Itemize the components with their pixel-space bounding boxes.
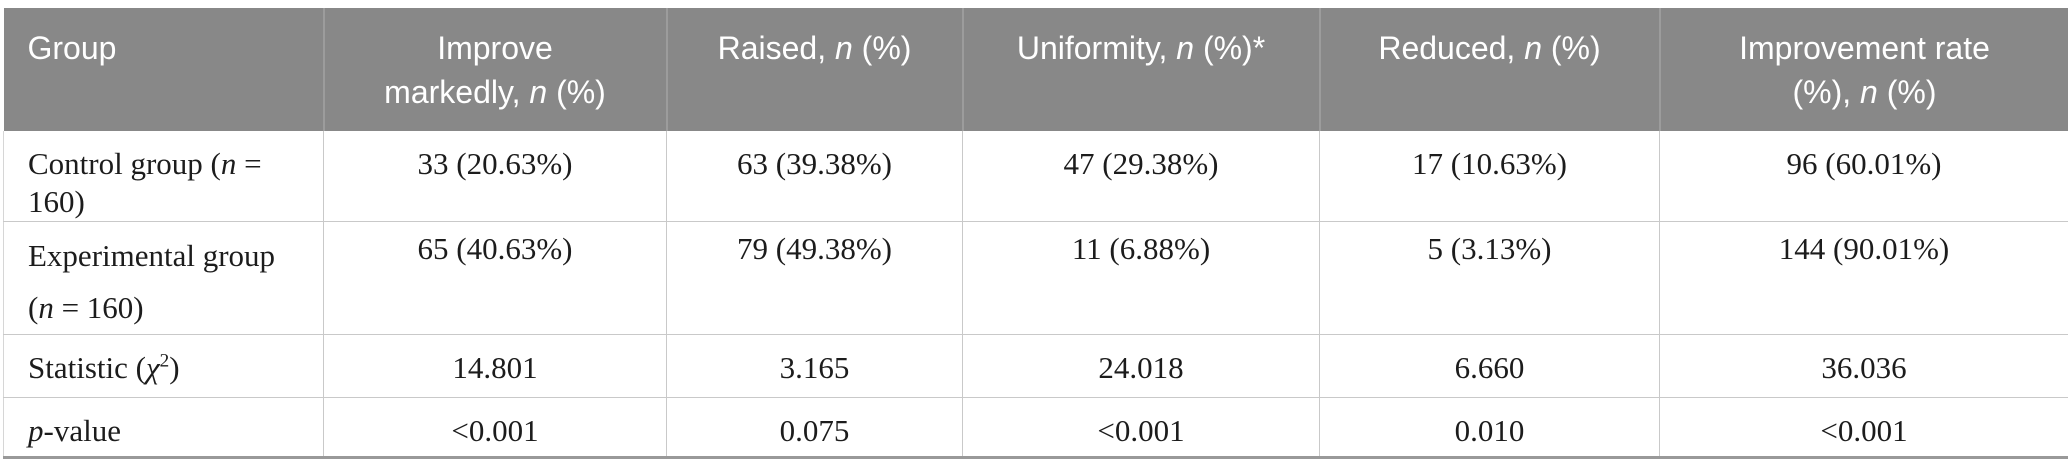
header-improve-line2: markedly, bbox=[384, 74, 530, 110]
cell-experimental-improve: 65 (40.63%) bbox=[323, 221, 667, 335]
control-label-post: = 160) bbox=[28, 146, 262, 219]
header-uniformity-pre: Uniformity, bbox=[1016, 30, 1177, 66]
header-raised: Raised, n (%) bbox=[666, 8, 964, 131]
header-reduced-post: (%) bbox=[1542, 30, 1601, 66]
row-experimental-group: Experimental group (n = 160) 65 (40.63%)… bbox=[3, 221, 2068, 335]
header-raised-post: (%) bbox=[852, 30, 912, 66]
cell-statistic-label: Statistic (χ2) bbox=[3, 334, 324, 398]
cell-experimental-reduced: 5 (3.13%) bbox=[1319, 221, 1660, 335]
row-p-value: p-value <0.001 0.075 <0.001 0.010 <0.001 bbox=[3, 397, 2068, 459]
cell-pvalue-label: p-value bbox=[3, 397, 324, 459]
header-reduced-pre: Reduced, bbox=[1378, 30, 1525, 66]
experimental-label-line2-post: = 160) bbox=[53, 290, 144, 325]
header-uniformity: Uniformity, n (%)* bbox=[962, 8, 1321, 131]
header-improve-line1: Improve bbox=[437, 30, 553, 66]
cell-experimental-label: Experimental group (n = 160) bbox=[3, 221, 324, 335]
cell-control-rate: 96 (60.01%) bbox=[1659, 131, 2068, 222]
cell-control-reduced: 17 (10.63%) bbox=[1319, 131, 1660, 222]
header-improve-n: n bbox=[529, 74, 548, 110]
header-improvement-rate: Improvement rate (%), n (%) bbox=[1659, 8, 2068, 131]
experimental-label-line2-pre: ( bbox=[28, 290, 39, 325]
cell-statistic-improve: 14.801 bbox=[323, 334, 667, 398]
header-reduced: Reduced, n (%) bbox=[1319, 8, 1661, 131]
cell-control-label: Control group (n = 160) bbox=[3, 131, 324, 222]
control-label-pre: Control group ( bbox=[28, 146, 221, 181]
header-uniformity-n: n bbox=[1176, 30, 1195, 66]
cell-statistic-uniformity: 24.018 bbox=[962, 334, 1320, 398]
header-reduced-n: n bbox=[1524, 30, 1542, 66]
cell-pvalue-raised: 0.075 bbox=[666, 397, 963, 459]
header-raised-pre: Raised, bbox=[717, 30, 835, 66]
cell-experimental-rate: 144 (90.01%) bbox=[1659, 221, 2068, 335]
table-body: Control group (n = 160) 33 (20.63%) 63 (… bbox=[3, 131, 2068, 459]
control-label-n: n bbox=[220, 146, 237, 181]
results-table: Group Improve markedly, n (%) Raised, n … bbox=[3, 8, 2068, 459]
cell-statistic-reduced: 6.660 bbox=[1319, 334, 1660, 398]
cell-control-improve: 33 (20.63%) bbox=[323, 131, 667, 222]
header-improve-post: (%) bbox=[547, 74, 606, 110]
cell-control-raised: 63 (39.38%) bbox=[666, 131, 963, 222]
experimental-label-n: n bbox=[38, 290, 54, 325]
cell-pvalue-improve: <0.001 bbox=[323, 397, 667, 459]
statistic-chi-symbol: χ bbox=[145, 350, 160, 385]
table-header: Group Improve markedly, n (%) Raised, n … bbox=[3, 8, 2068, 131]
cell-experimental-raised: 79 (49.38%) bbox=[666, 221, 963, 335]
pvalue-label-p: p bbox=[28, 413, 44, 448]
header-uniformity-post: (%)* bbox=[1194, 30, 1266, 66]
statistic-label-post: ) bbox=[169, 350, 180, 385]
row-statistic: Statistic (χ2) 14.801 3.165 24.018 6.660… bbox=[3, 334, 2068, 398]
header-rate-post: (%) bbox=[1877, 74, 1937, 110]
header-group: Group bbox=[3, 8, 325, 131]
header-rate-line2: (%), bbox=[1792, 74, 1861, 110]
cell-experimental-uniformity: 11 (6.88%) bbox=[962, 221, 1320, 335]
experimental-label-line1: Experimental group bbox=[28, 238, 276, 273]
cell-pvalue-rate: <0.001 bbox=[1659, 397, 2068, 459]
cell-pvalue-reduced: 0.010 bbox=[1319, 397, 1660, 459]
row-control-group: Control group (n = 160) 33 (20.63%) 63 (… bbox=[3, 131, 2068, 222]
statistic-chi-exponent: 2 bbox=[159, 350, 170, 372]
header-raised-n: n bbox=[834, 30, 853, 66]
statistic-label-pre: Statistic ( bbox=[28, 350, 146, 385]
cell-pvalue-uniformity: <0.001 bbox=[962, 397, 1320, 459]
cell-statistic-raised: 3.165 bbox=[666, 334, 963, 398]
cell-control-uniformity: 47 (29.38%) bbox=[962, 131, 1320, 222]
header-row: Group Improve markedly, n (%) Raised, n … bbox=[3, 8, 2068, 131]
pvalue-label-post: -value bbox=[43, 413, 121, 448]
header-improve-markedly: Improve markedly, n (%) bbox=[323, 8, 668, 131]
header-rate-n: n bbox=[1860, 74, 1878, 110]
cell-statistic-rate: 36.036 bbox=[1659, 334, 2068, 398]
header-rate-line1: Improvement rate bbox=[1739, 30, 1990, 66]
